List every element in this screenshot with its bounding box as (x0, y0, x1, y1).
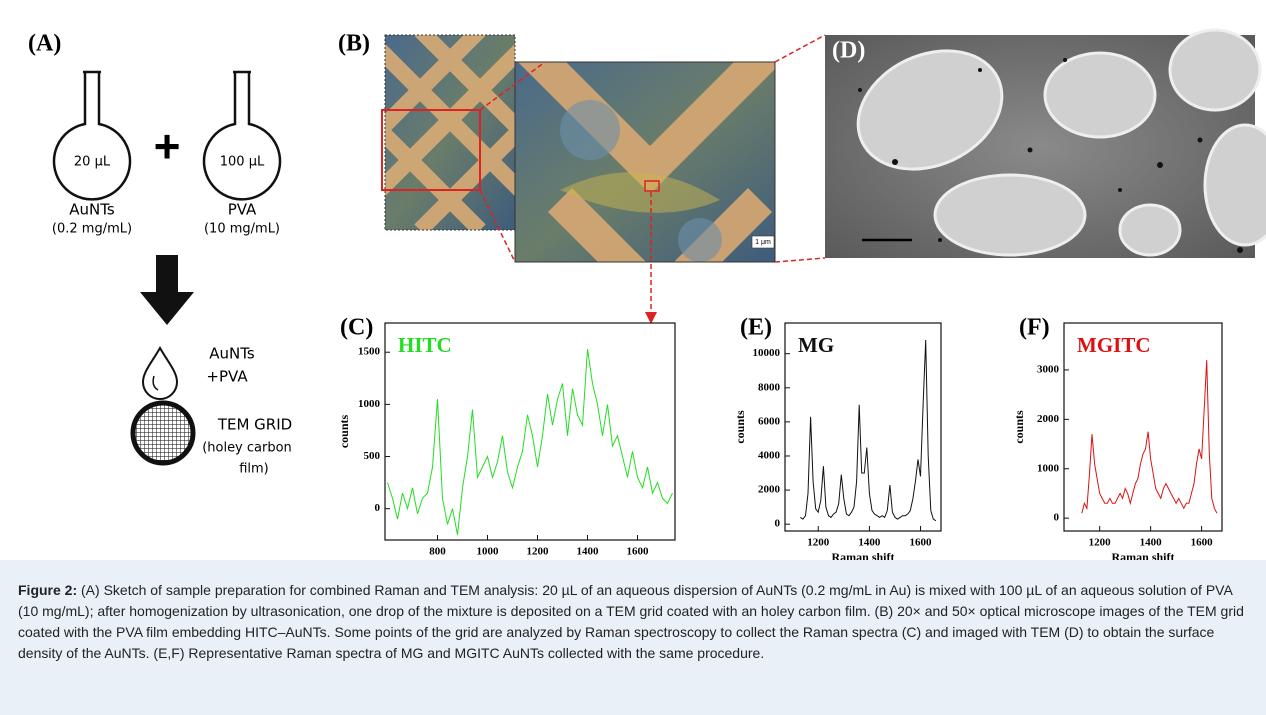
plot-frame (1063, 322, 1223, 532)
spectrum-line (1081, 360, 1218, 514)
x-tick-label: 1200 (1089, 537, 1112, 549)
y-tick-label: 8000 (758, 381, 781, 393)
spectrum-line (800, 339, 937, 522)
x-tick-label: 1600 (627, 546, 650, 558)
drop-highlight (152, 375, 159, 391)
figure: (A) 20 μL AuNTs (0.2 mg/mL) + 100 μL PVA… (28, 28, 1266, 560)
panel-label: (E) (740, 315, 772, 341)
chart-title: MGITC (1077, 333, 1151, 357)
analysis-spot (644, 180, 660, 192)
y-tick-label: 4000 (758, 450, 781, 462)
y-tick-label: 500 (364, 450, 381, 462)
y-tick-label: 10000 (753, 347, 781, 359)
y-axis-label: counts (1012, 410, 1026, 444)
drop-icon (141, 345, 179, 400)
flask-concentration: (10 mg/mL) (204, 222, 280, 237)
microscope-image-50x (515, 62, 775, 262)
flask-concentration: (0.2 mg/mL) (52, 222, 132, 237)
y-tick-label: 0 (1054, 512, 1060, 524)
image-frame (384, 34, 516, 231)
flask-volume: 20 μL (74, 155, 111, 170)
y-tick-label: 3000 (1037, 363, 1060, 375)
grid-label: film) (239, 462, 269, 477)
spectrum-line (387, 349, 673, 535)
x-axis-label: Raman shift (498, 559, 561, 560)
caption: Figure 2: (A) Sketch of sample preparati… (0, 560, 1266, 715)
x-axis-label: Raman shift (831, 550, 894, 560)
flask-name: AuNTs (69, 201, 115, 219)
tem-grid-icon (130, 400, 196, 466)
y-tick-label: 2000 (758, 484, 781, 496)
plus-sign: + (154, 120, 181, 172)
y-axis-label: counts (733, 410, 747, 444)
panel-label: (C) (340, 315, 373, 341)
x-tick-label: 1600 (1191, 537, 1214, 549)
caption-lead: Figure 2: (18, 582, 78, 598)
drop-label: +PVA (206, 368, 248, 386)
panel-label: (F) (1019, 315, 1050, 341)
zoom-line (479, 34, 826, 324)
y-tick-label: 1000 (358, 398, 381, 410)
scale-bar-box (751, 235, 775, 249)
y-tick-label: 1500 (358, 346, 381, 358)
y-tick-label: 0 (375, 502, 381, 514)
plot-frame (784, 322, 942, 532)
y-tick-label: 0 (775, 518, 781, 530)
grid-label: TEM GRID (217, 416, 292, 434)
x-tick-label: 800 (429, 546, 446, 558)
y-tick-label: 6000 (758, 415, 781, 427)
drop-label: AuNTs (209, 345, 255, 363)
x-tick-label: 1400 (577, 546, 600, 558)
grid-label: (holey carbon (202, 441, 292, 456)
x-tick-label: 1400 (1140, 537, 1163, 549)
x-tick-label: 1200 (527, 546, 550, 558)
zoom-box (381, 109, 481, 191)
y-tick-label: 1000 (1037, 462, 1060, 474)
y-axis-label: counts (337, 415, 351, 449)
flask-icon (52, 70, 282, 201)
tem-image (825, 28, 1266, 258)
panel-label: (D) (832, 38, 865, 64)
y-tick-label: 2000 (1037, 413, 1060, 425)
scale-bar-label: 1 μm (755, 239, 771, 246)
flask-name: PVA (228, 201, 257, 219)
chart-title: MG (798, 333, 834, 357)
panel-label: (B) (338, 31, 370, 57)
image-frame (514, 61, 776, 263)
panel-label: (A) (28, 31, 61, 57)
x-tick-label: 1600 (910, 537, 933, 549)
plot-frame (384, 322, 676, 541)
x-tick-label: 1000 (477, 546, 500, 558)
x-tick-label: 1400 (858, 537, 881, 549)
x-axis-label: Raman shift (1111, 550, 1174, 560)
microscope-image-20x (385, 35, 515, 230)
down-arrow (140, 255, 194, 325)
x-tick-label: 1200 (807, 537, 830, 549)
chart-title: HITC (398, 333, 452, 357)
caption-text: (A) Sketch of sample preparation for com… (18, 582, 1244, 661)
flask-volume: 100 μL (220, 155, 265, 170)
